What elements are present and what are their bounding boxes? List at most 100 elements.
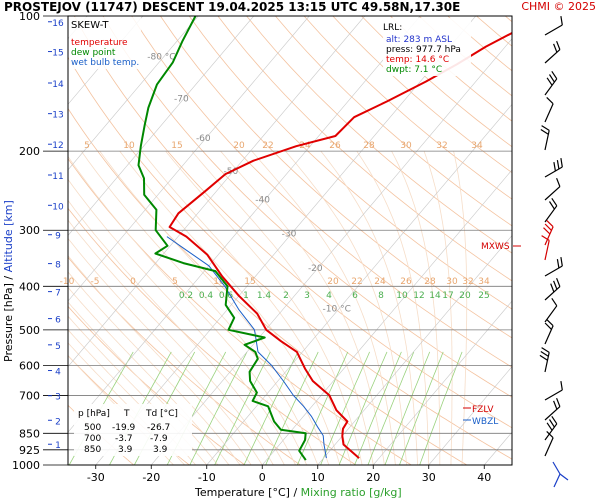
lrl-pressure: press: 977.7 hPa: [386, 45, 461, 55]
altitude-tick-label: 6: [55, 316, 61, 326]
altitude-tick-label: 8: [55, 261, 61, 271]
wind-barb-staff: [544, 130, 550, 151]
moist-adiabat-label: 0: [130, 277, 136, 287]
legend-item-wet-bulb: wet bulb temp.: [71, 58, 139, 68]
legend-item-temperature: temperature: [71, 38, 128, 48]
dry-adiabat: [68, 107, 468, 465]
wind-barb-flag: [553, 162, 556, 172]
fzlv-marker: FZLV: [463, 405, 494, 415]
moist-adiabat-label: 26: [400, 277, 412, 287]
mixing-ratio-label: 20: [459, 291, 471, 301]
altitude-tick-label: 13: [52, 111, 63, 121]
isotherm: [317, 235, 512, 465]
wind-barb-staff: [544, 325, 554, 345]
table-cell: 850: [84, 445, 101, 455]
wind-barb-staff: [544, 78, 558, 96]
lrl-dewpoint: dwpt: 7.1 °C: [386, 65, 442, 75]
x-tick-label: -30: [87, 471, 105, 484]
x-tick-label: -10: [198, 471, 216, 484]
dry-adiabat: [188, 16, 512, 310]
dry-adiabat: [68, 305, 246, 465]
dry-adiabat-label: -40: [255, 195, 270, 205]
moist-adiabat: [423, 151, 453, 465]
table-cell: -19.9: [112, 423, 136, 433]
dry-adiabat: [217, 16, 512, 282]
wind-barb-flag: [543, 227, 551, 235]
wind-barb-flag: [548, 201, 555, 210]
wind-barb-flag: [551, 70, 558, 80]
wind-barb-flag: [560, 16, 563, 26]
dry-adiabat-label: -60: [196, 134, 211, 144]
moist-adiabat-label: 34: [478, 277, 490, 287]
mixing-ratio-label: 4: [326, 291, 332, 301]
wind-barb-flag: [556, 397, 561, 407]
dry-adiabat: [68, 256, 302, 465]
dry-adiabat: [73, 16, 512, 429]
dry-adiabat: [68, 158, 413, 465]
wind-barb-flag: [539, 354, 548, 361]
altitude-tick-label: 2: [55, 417, 61, 427]
isotherm: [206, 103, 512, 465]
wbzl-label: WBZL: [472, 417, 498, 427]
level-table: p [hPa] T Td [°C] 500 -19.9 -26.7 700 -3…: [74, 404, 192, 456]
y-tick-label: 850: [19, 427, 40, 440]
mxws-marker: MXWS: [481, 242, 521, 252]
mixing-ratio-label: 25: [478, 291, 489, 301]
altitude-tick-label: 9: [55, 232, 61, 242]
mixing-ratio-label: 1.4: [257, 291, 272, 301]
altitude-tick-label: 14: [52, 80, 64, 90]
table-header-p: p [hPa]: [78, 409, 110, 419]
moist-adiabat-label: 15: [171, 141, 182, 151]
wind-barb-staff: [544, 103, 554, 123]
mixing-ratio-line: [265, 351, 319, 465]
moist-adiabat-label: 15: [244, 277, 255, 287]
legend-item-dew-point: dew point: [71, 48, 116, 58]
isotherm: [373, 300, 512, 465]
dry-adiabat: [131, 16, 512, 368]
wind-barb-staff: [544, 265, 563, 277]
y-tick-label: 925: [19, 444, 40, 457]
wind-barb-flag: [540, 350, 549, 357]
dry-adiabat-label: -30: [282, 230, 297, 240]
isotherm: [68, 16, 199, 171]
wind-barb-flag: [553, 280, 558, 290]
mixing-ratio-label: 14: [429, 291, 441, 301]
x-axis-label: Temperature [°C] / Mixing ratio [g/kg]: [194, 486, 402, 499]
mixing-ratio-line: [354, 351, 402, 465]
altitude-tick-label: 4: [55, 368, 61, 378]
mixing-ratio-label: 6: [352, 291, 358, 301]
y-axis-label: Pressure [hPa] / Altitude [km]: [2, 200, 15, 362]
isotherm: [68, 16, 421, 433]
moist-adiabat-label: 5: [84, 141, 90, 151]
plot-frame: [67, 15, 513, 466]
moist-adiabat-label: 24: [299, 141, 311, 151]
mixing-ratio-label: 1: [243, 291, 249, 301]
moist-adiabat: [356, 150, 430, 465]
y-tick-label: 300: [19, 224, 40, 237]
table-cell: -26.7: [147, 423, 170, 433]
wind-barb-flag: [560, 257, 563, 267]
wind-barb-staff: [544, 49, 561, 64]
wind-barb-flag: [546, 318, 554, 327]
moist-adiabat-label: 22: [351, 277, 362, 287]
wind-barb-flag: [546, 422, 553, 431]
wind-barb-flag: [560, 158, 563, 168]
mxws-label: MXWS: [481, 242, 510, 252]
y-tick-label: 100: [19, 10, 40, 23]
moist-adiabat-label: 22: [262, 141, 273, 151]
altitude-tick-label: 7: [55, 289, 61, 299]
wind-barb-flag: [541, 347, 550, 353]
wind-barb-flag: [540, 128, 549, 135]
mixing-ratio-label: 2: [283, 291, 289, 301]
altitude-tick-label: 16: [52, 19, 64, 29]
fzlv-label: FZLV: [472, 405, 494, 415]
mixing-ratio-label: 12: [413, 291, 424, 301]
table-cell: -7.9: [150, 434, 168, 444]
altitude-tick-label: 1: [55, 441, 61, 451]
series-temperature-line: [168, 31, 512, 459]
x-tick-label: 20: [366, 471, 380, 484]
dry-adiabat-label: -20: [308, 264, 323, 274]
moist-adiabat-label: 28: [363, 141, 375, 151]
level-table-bg: [74, 404, 192, 456]
